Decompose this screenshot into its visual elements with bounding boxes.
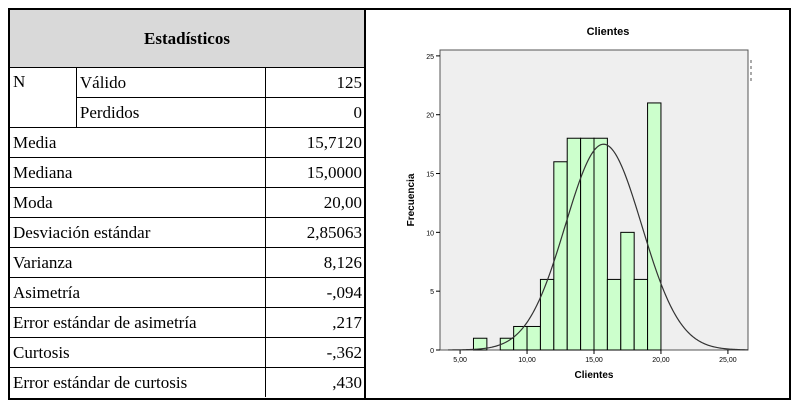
row-label: Error estándar de curtosis: [10, 367, 266, 397]
output-frame: Estadísticos N Válido 125 Perdidos 0 Med…: [8, 8, 791, 400]
chart-title: Clientes: [587, 26, 630, 38]
x-axis: 5,00 10,00 15,00 20,00 25,00: [453, 350, 737, 364]
row-value: ,217: [264, 307, 364, 338]
histogram-panel: Clientes 0 5 10 15 20 25 5,00 10,00 15,00 20,00 2…: [368, 10, 789, 398]
n-label: N: [10, 67, 77, 128]
row-label: Moda: [10, 187, 266, 218]
histogram-bar: [633, 278, 649, 351]
row-value: 8,126: [264, 247, 364, 278]
bars: [472, 102, 662, 351]
table-row: Error estándar de curtosis ,430: [10, 367, 364, 397]
row-label: Error estándar de asimetría: [10, 307, 266, 338]
y-tick-label: 15: [426, 172, 434, 179]
y-tick-label: 0: [430, 348, 434, 355]
table-row: Mediana 15,0000: [10, 157, 364, 188]
table-title: Estadísticos: [10, 10, 364, 68]
histogram-chart: Clientes 0 5 10 15 20 25 5,00 10,00 15,00 20,00 2…: [406, 26, 752, 381]
histogram-bar: [593, 137, 608, 351]
table-row: N Válido 125: [10, 67, 364, 128]
row-label: Perdidos: [76, 97, 266, 128]
y-tick-label: 20: [426, 113, 434, 120]
y-axis: 0 5 10 15 20 25: [426, 54, 440, 355]
row-value: 0: [264, 97, 364, 128]
table-row: Asimetría -,094: [10, 277, 364, 308]
y-axis-label: Frecuencia: [406, 173, 417, 226]
x-tick-label: 20,00: [652, 357, 670, 364]
histogram-bar: [620, 231, 635, 351]
statistics-table: Estadísticos N Válido 125 Perdidos 0 Med…: [10, 10, 366, 398]
x-axis-label: Clientes: [575, 370, 614, 381]
row-label: Válido: [75, 67, 266, 98]
histogram-bar: [580, 137, 595, 351]
row-value: -,362: [264, 337, 364, 368]
x-tick-label: 15,00: [585, 357, 603, 364]
table-row: Media 15,7120: [10, 127, 364, 158]
row-value: 15,7120: [264, 127, 364, 158]
histogram-bar: [472, 337, 488, 351]
y-tick-label: 5: [430, 289, 434, 296]
row-value: ,430: [264, 367, 364, 397]
y-tick-label: 25: [426, 54, 434, 61]
table-row: Varianza 8,126: [10, 247, 364, 278]
normal-curve: [448, 143, 749, 351]
x-tick-label: 5,00: [453, 357, 467, 364]
row-label: Desviación estándar: [10, 217, 266, 248]
table-row: Moda 20,00: [10, 187, 364, 218]
row-label: Varianza: [10, 247, 266, 278]
row-value: 2,85063: [264, 217, 364, 248]
row-value: -,094: [264, 277, 364, 308]
row-label: Media: [10, 127, 266, 158]
histogram-bar: [566, 137, 582, 351]
row-value: 20,00: [264, 187, 364, 218]
histogram-bar: [539, 278, 555, 351]
row-label: Mediana: [10, 157, 266, 188]
x-tick-label: 10,00: [518, 357, 536, 364]
table-row: Desviación estándar 2,85063: [10, 217, 364, 248]
table-row: Error estándar de asimetría ,217: [10, 307, 364, 338]
histogram-bar: [526, 325, 541, 351]
row-label: Curtosis: [10, 337, 266, 368]
y-tick-label: 10: [426, 230, 434, 237]
row-value: 125: [264, 67, 364, 98]
histogram-bar: [647, 102, 662, 351]
row-value: 15,0000: [264, 157, 364, 188]
row-label: Asimetría: [10, 277, 266, 308]
table-row: Perdidos 0: [10, 97, 364, 128]
histogram-bar: [606, 278, 622, 351]
x-tick-label: 25,00: [719, 357, 737, 364]
table-row: Curtosis -,362: [10, 337, 364, 368]
